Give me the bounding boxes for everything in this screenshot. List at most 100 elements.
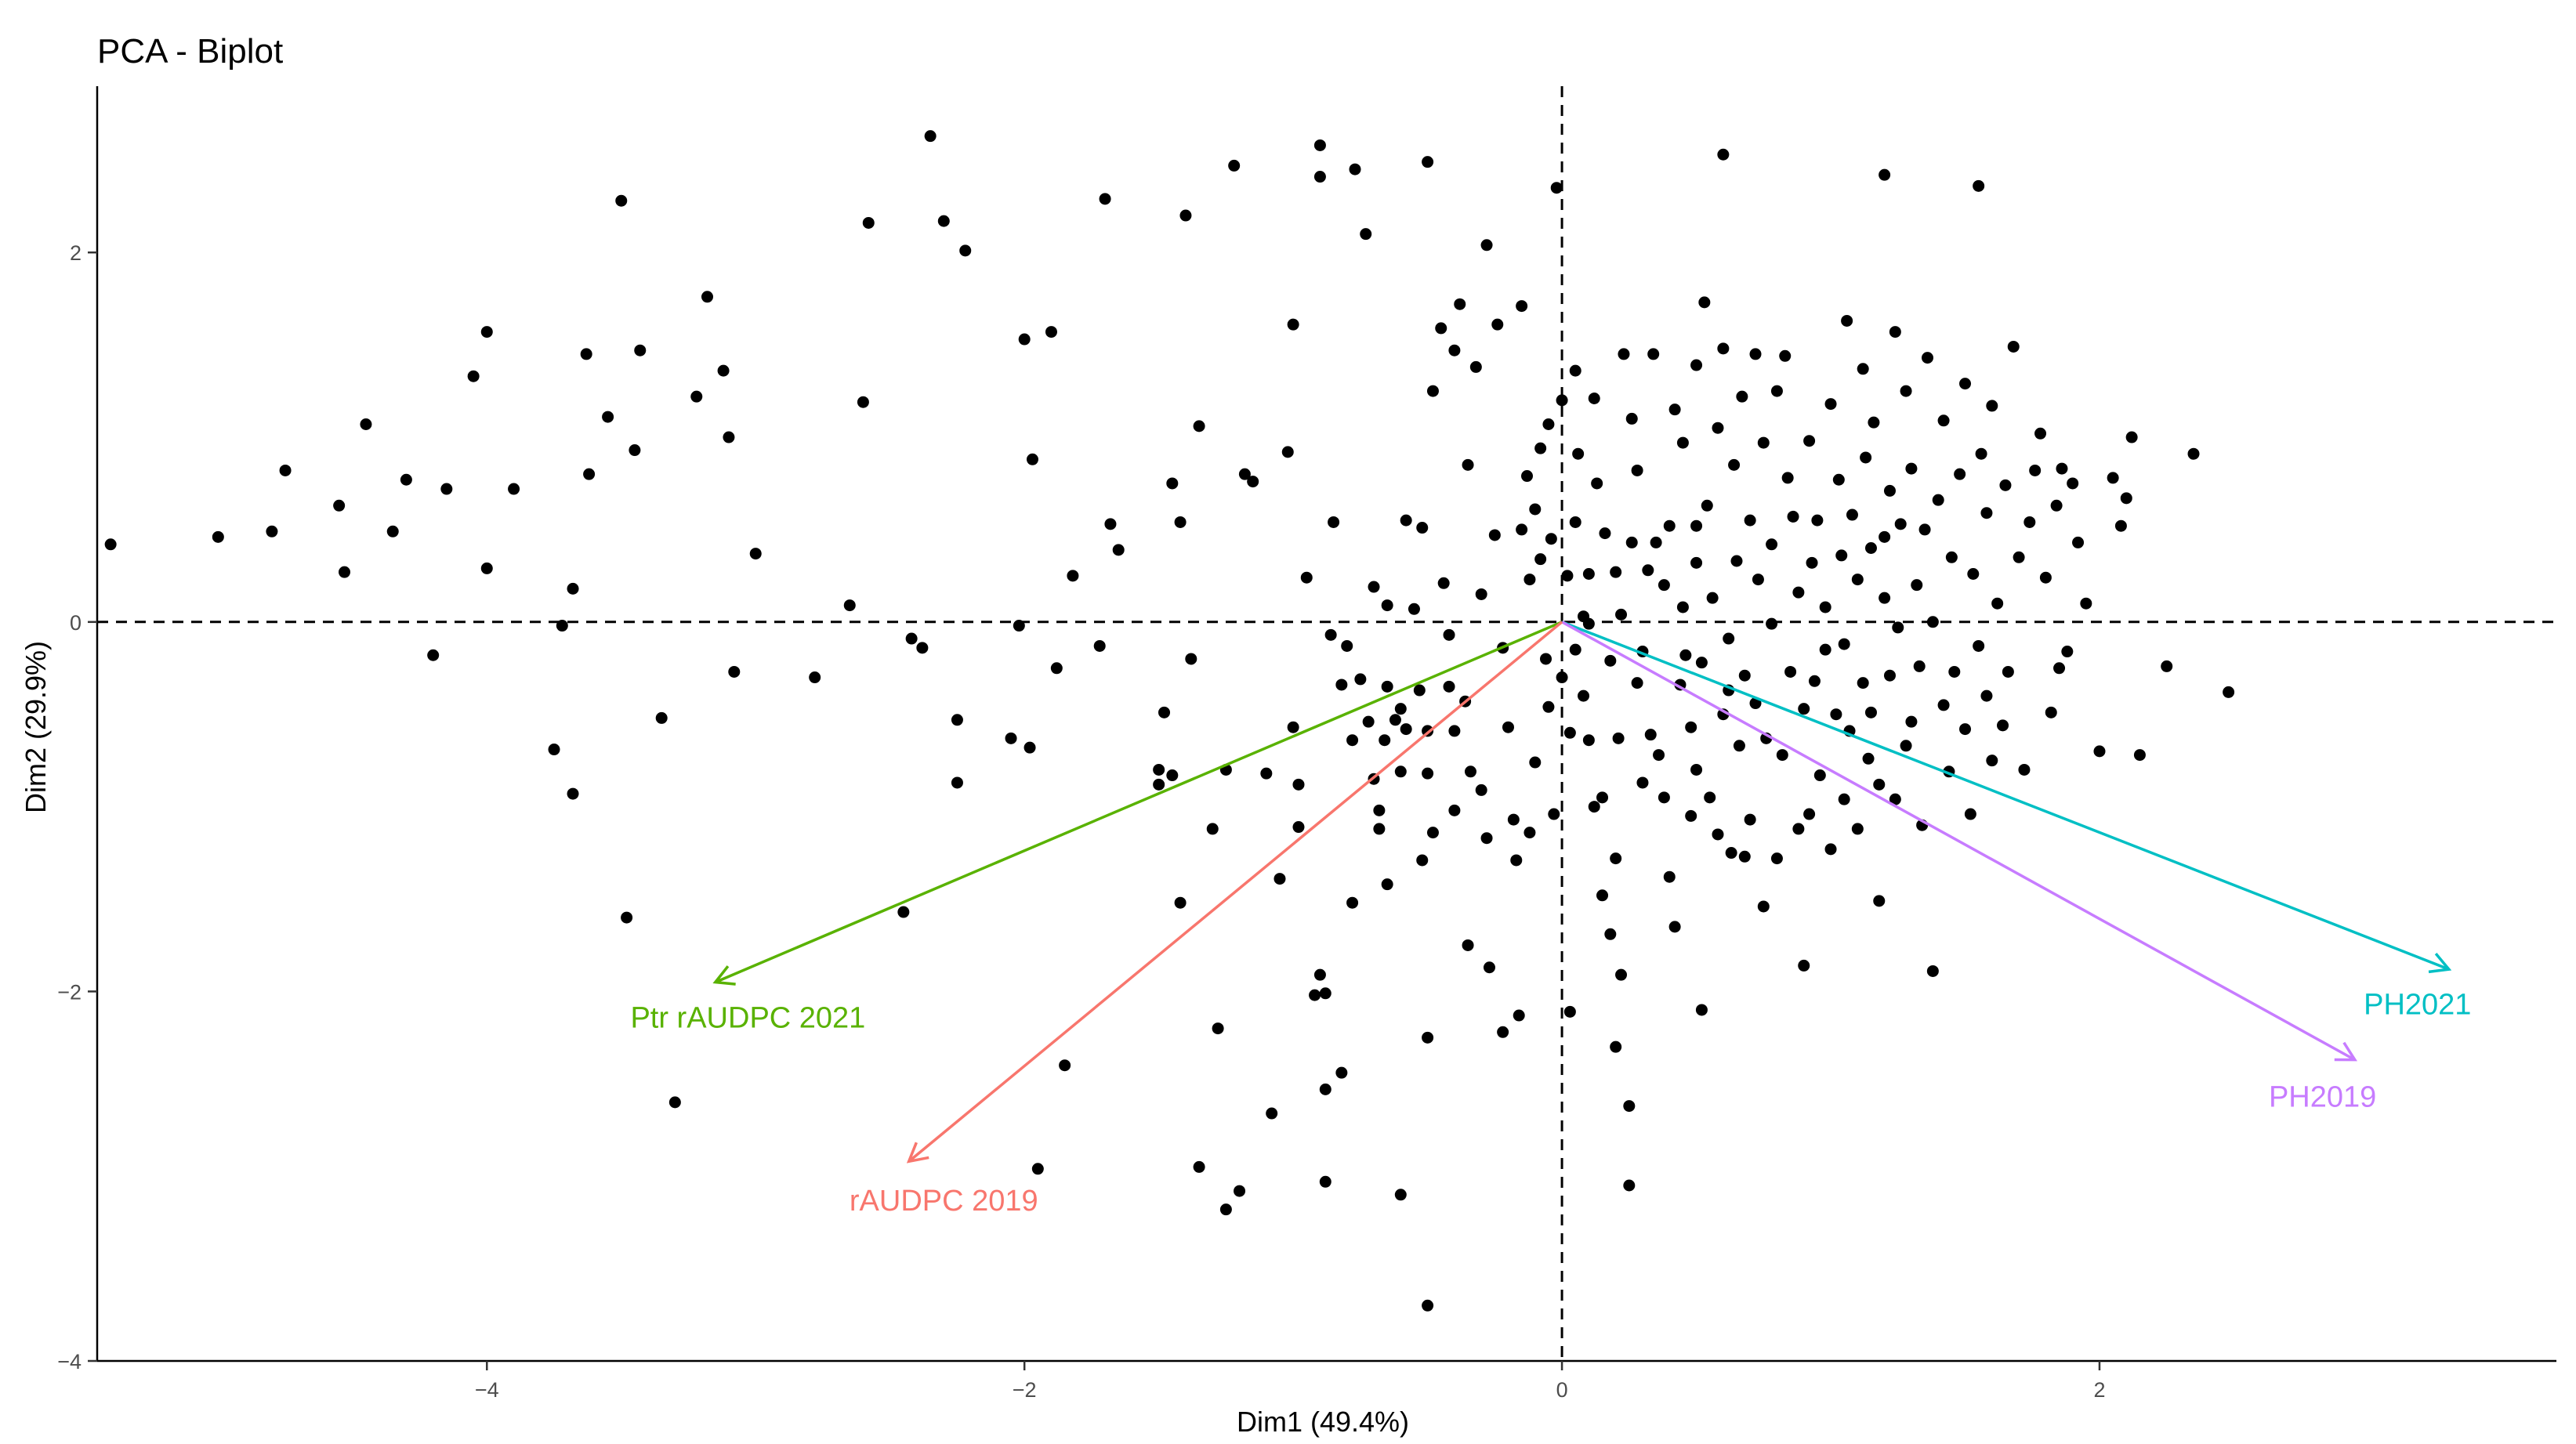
data-point	[2114, 519, 2127, 532]
data-point	[440, 483, 453, 495]
data-point	[1464, 765, 1476, 778]
data-point	[634, 344, 647, 356]
data-point	[1563, 726, 1576, 739]
data-point	[1309, 989, 1321, 1001]
data-point	[1480, 239, 1493, 252]
data-point	[1588, 801, 1600, 813]
data-point	[1900, 740, 1912, 752]
data-point	[1857, 677, 1869, 689]
data-point	[1704, 791, 1716, 804]
data-point	[723, 431, 735, 443]
data-point	[1862, 752, 1875, 765]
data-point	[1725, 847, 1737, 860]
data-point	[1193, 1160, 1205, 1173]
data-point	[1523, 827, 1536, 839]
data-point	[1623, 1100, 1636, 1113]
data-point	[1668, 404, 1681, 416]
data-point	[2107, 472, 2119, 484]
data-point	[1642, 564, 1654, 577]
x-tick-label: 2	[2093, 1378, 2105, 1402]
data-point	[1454, 298, 1466, 310]
data-point	[615, 194, 628, 207]
data-point	[104, 538, 117, 551]
data-point	[1948, 665, 1961, 678]
data-point	[1266, 1107, 1278, 1120]
data-point	[1389, 714, 1401, 726]
data-point	[1954, 468, 1966, 480]
data-point	[1663, 870, 1676, 883]
data-point	[809, 671, 821, 684]
data-point	[1770, 385, 1783, 397]
data-point	[1749, 348, 1762, 360]
data-point	[1234, 1185, 1246, 1197]
data-point	[1668, 921, 1681, 933]
data-point	[602, 411, 614, 423]
data-point	[1679, 649, 1692, 661]
data-point	[1618, 348, 1630, 360]
data-point	[728, 665, 741, 678]
data-point	[1516, 523, 1528, 536]
data-point	[1744, 514, 1756, 527]
data-point	[1894, 518, 1907, 530]
data-point	[1959, 723, 1972, 736]
data-point	[668, 1096, 681, 1109]
plot-area: −4 −2 0 2 −4 −2 0 2 PH2021 PH2019 Ptr rAUDPC 2021…	[57, 86, 2556, 1402]
data-point	[2007, 340, 2020, 353]
data-point	[1695, 1004, 1708, 1016]
data-point	[1770, 852, 1783, 865]
data-point	[1153, 763, 1165, 776]
data-point	[1864, 706, 1877, 718]
data-point	[266, 525, 278, 537]
data-point	[1542, 418, 1555, 431]
data-point	[1921, 352, 1933, 364]
data-point	[1650, 536, 1662, 548]
data-point	[2120, 492, 2132, 505]
data-point	[1335, 679, 1348, 691]
data-point	[1975, 447, 1987, 460]
data-point	[951, 714, 963, 726]
data-point	[1569, 643, 1581, 656]
data-point	[959, 244, 972, 257]
data-point	[1483, 961, 1495, 974]
data-point	[1690, 359, 1703, 371]
data-point	[1443, 680, 1455, 693]
data-point	[1443, 628, 1455, 641]
data-point	[1247, 476, 1259, 488]
data-point	[580, 348, 592, 360]
data-point	[1945, 551, 1958, 563]
data-point	[2072, 536, 2085, 548]
data-point	[1841, 314, 1853, 327]
data-point	[1212, 1022, 1224, 1035]
data-point	[508, 483, 520, 495]
data-point	[1422, 767, 1434, 780]
data-point	[2223, 686, 2235, 698]
data-point	[1879, 592, 1891, 604]
data-point	[1026, 453, 1038, 465]
data-point	[1779, 349, 1792, 362]
data-point	[937, 215, 950, 227]
data-point	[655, 711, 668, 724]
data-point	[1067, 570, 1079, 582]
data-point	[1174, 516, 1187, 528]
data-point	[621, 911, 633, 924]
data-point	[1394, 1189, 1407, 1201]
data-point	[1819, 601, 1831, 613]
x-axis-title: Dim1 (49.4%)	[1237, 1406, 1409, 1438]
data-point	[1219, 1203, 1232, 1216]
data-point	[1625, 536, 1638, 548]
data-point	[2050, 499, 2063, 512]
data-point	[1883, 484, 1896, 497]
data-point	[1615, 608, 1628, 621]
data-point	[1381, 878, 1393, 891]
data-point	[1206, 823, 1219, 835]
data-point	[1864, 541, 1877, 554]
data-point	[1228, 159, 1241, 172]
data-point	[1690, 763, 1703, 776]
data-point	[1475, 588, 1487, 600]
data-point	[1319, 1083, 1331, 1095]
data-point	[1695, 657, 1708, 669]
variable-arrow-line	[1561, 621, 2356, 1062]
data-point	[333, 499, 346, 512]
data-point	[1604, 928, 1617, 940]
